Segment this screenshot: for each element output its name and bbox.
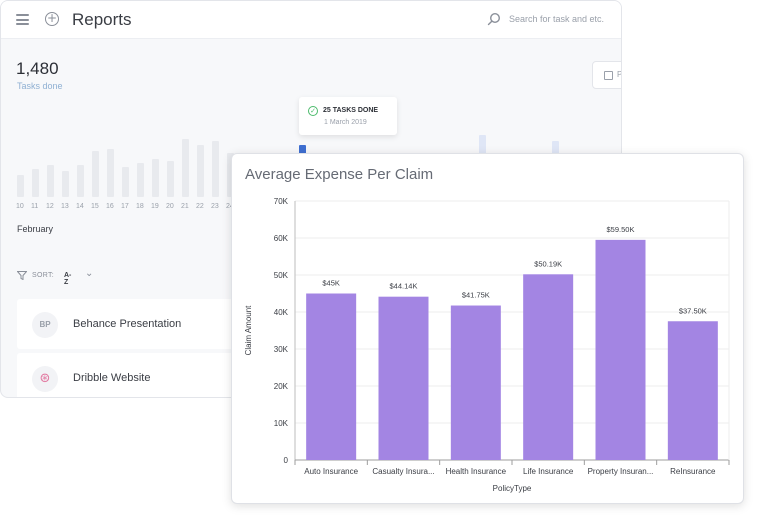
tasks-tooltip: ✓ 25 TASKS DONE 1 March 2019 <box>299 97 397 135</box>
mini-chart-bar <box>17 175 24 197</box>
y-tick-label: 40K <box>274 308 289 317</box>
bar-data-label: $45K <box>322 279 340 288</box>
tasks-done-label: Tasks done <box>17 81 63 91</box>
task-name: Behance Presentation <box>73 318 182 330</box>
tasks-done-count: 1,480 <box>16 59 59 78</box>
y-tick-label: 50K <box>274 271 289 280</box>
x-tick-label: Casualty Insura... <box>372 467 434 476</box>
x-tick-label: Property Insuran... <box>588 467 654 476</box>
x-tick-label: Life Insurance <box>523 467 574 476</box>
mini-chart-bar <box>92 151 99 197</box>
reports-topbar: + Reports Search for task and etc. <box>1 1 621 39</box>
y-tick-label: 10K <box>274 419 289 428</box>
check-circle-icon: ✓ <box>308 106 318 116</box>
bar <box>306 293 357 460</box>
mini-chart-tick: 11 <box>31 203 39 210</box>
dribbble-icon: ⊛ <box>32 366 58 392</box>
mini-chart-tick: 17 <box>121 203 129 210</box>
bar <box>667 321 718 460</box>
mini-chart-bar <box>32 169 39 197</box>
date-picker-button[interactable]: Pl <box>592 61 622 89</box>
mini-chart-bar <box>167 161 174 197</box>
y-tick-label: 30K <box>274 345 289 354</box>
x-tick-label: ReInsurance <box>670 467 716 476</box>
mini-chart-bar <box>77 165 84 197</box>
chart-card: 0 10K 20K 30K 40K 50K 60K 70K $45K Auto Insurance… <box>231 153 744 504</box>
y-tick-label: 0 <box>284 456 289 465</box>
mini-chart-tick: 16 <box>106 203 114 210</box>
mini-chart-bar <box>227 153 234 197</box>
bar-chart: 0 10K 20K 30K 40K 50K 60K 70K $45K Auto Insurance… <box>244 197 730 493</box>
mini-chart-tick: 20 <box>166 203 174 210</box>
bar <box>450 305 501 460</box>
mini-chart-bar <box>122 167 129 197</box>
calendar-icon <box>604 71 613 80</box>
task-item[interactable]: BP Behance Presentation <box>17 299 247 349</box>
mini-chart-tick: 12 <box>46 203 54 210</box>
y-tick-label: 70K <box>274 197 289 206</box>
bar <box>523 274 574 460</box>
mini-chart-tick: 15 <box>91 203 99 210</box>
mini-chart-bar <box>107 149 114 197</box>
mini-chart-tick: 19 <box>151 203 159 210</box>
mini-chart-bar <box>62 171 69 197</box>
mini-chart-tick: 18 <box>136 203 144 210</box>
filter-icon <box>17 271 27 280</box>
task-item[interactable]: ⊛ Dribble Website <box>17 353 247 397</box>
chevron-down-icon[interactable]: ⌄ <box>85 268 94 279</box>
mini-chart-bar <box>137 163 144 197</box>
mini-chart-tick: 23 <box>211 203 219 210</box>
bar-data-label: $59.50K <box>607 225 635 234</box>
sort-label: SORT: <box>32 272 54 279</box>
menu-icon[interactable] <box>16 14 29 25</box>
sort-value[interactable]: A-Z <box>64 272 72 286</box>
bar <box>595 239 646 460</box>
search-input[interactable]: Search for task and etc. <box>509 14 605 24</box>
mini-chart-bar <box>197 145 204 197</box>
y-tick-label: 60K <box>274 234 289 243</box>
mini-chart-bar <box>212 141 219 197</box>
tooltip-title: 25 TASKS DONE <box>323 107 379 114</box>
mini-chart-bar <box>47 165 54 197</box>
x-axis-title: PolicyType <box>493 484 532 493</box>
add-circle-icon[interactable]: + <box>45 11 59 26</box>
page-title: Reports <box>72 10 132 29</box>
tooltip-date: 1 March 2019 <box>324 119 367 126</box>
month-label: February <box>17 224 54 234</box>
search-icon[interactable] <box>487 12 501 26</box>
mini-chart-tick: 24 <box>226 203 234 210</box>
mini-chart-tick: 22 <box>196 203 204 210</box>
chart-title: Average Expense Per Claim <box>245 166 434 183</box>
bar-data-label: $37.50K <box>679 306 707 315</box>
bar-data-label: $44.14K <box>390 282 418 291</box>
bar-data-label: $41.75K <box>462 291 490 300</box>
x-tick-label: Auto Insurance <box>304 467 358 476</box>
avatar: BP <box>32 312 58 338</box>
date-picker-label: Pl <box>617 70 622 79</box>
mini-chart-tick: 10 <box>16 203 24 210</box>
mini-chart-tick: 14 <box>76 203 84 210</box>
mini-chart-tick: 21 <box>181 203 189 210</box>
mini-chart-tick: 13 <box>61 203 69 210</box>
mini-chart-bar <box>182 139 189 197</box>
bar-data-label: $50.19K <box>534 259 562 268</box>
y-axis-title: Claim Amount <box>244 305 253 356</box>
mini-chart-bar <box>152 159 159 197</box>
y-tick-label: 20K <box>274 382 289 391</box>
bar <box>378 296 429 460</box>
task-name: Dribble Website <box>73 372 151 384</box>
x-tick-label: Health Insurance <box>446 467 507 476</box>
